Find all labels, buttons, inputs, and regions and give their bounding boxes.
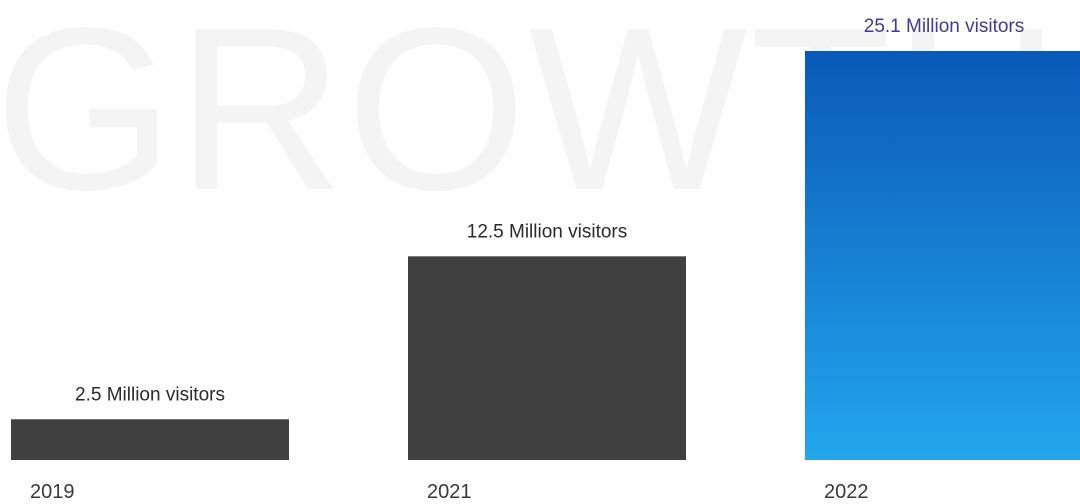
value-labels-group: 2.5 Million visitors 12.5 Million visitor…	[75, 16, 1024, 405]
bar-2021	[408, 256, 686, 460]
bar-2019	[11, 419, 289, 460]
bar-2022	[805, 51, 1080, 460]
year-label-2019: 2019	[30, 481, 75, 503]
year-labels-group: 2019 2021 2022	[30, 481, 869, 503]
year-label-2021: 2021	[427, 481, 472, 503]
bars-group	[11, 51, 1080, 460]
value-label-2019: 2.5 Million visitors	[75, 384, 225, 405]
value-label-2022: 25.1 Million visitors	[864, 16, 1025, 37]
value-label-2021: 12.5 Million visitors	[467, 221, 628, 242]
year-label-2022: 2022	[824, 481, 869, 503]
